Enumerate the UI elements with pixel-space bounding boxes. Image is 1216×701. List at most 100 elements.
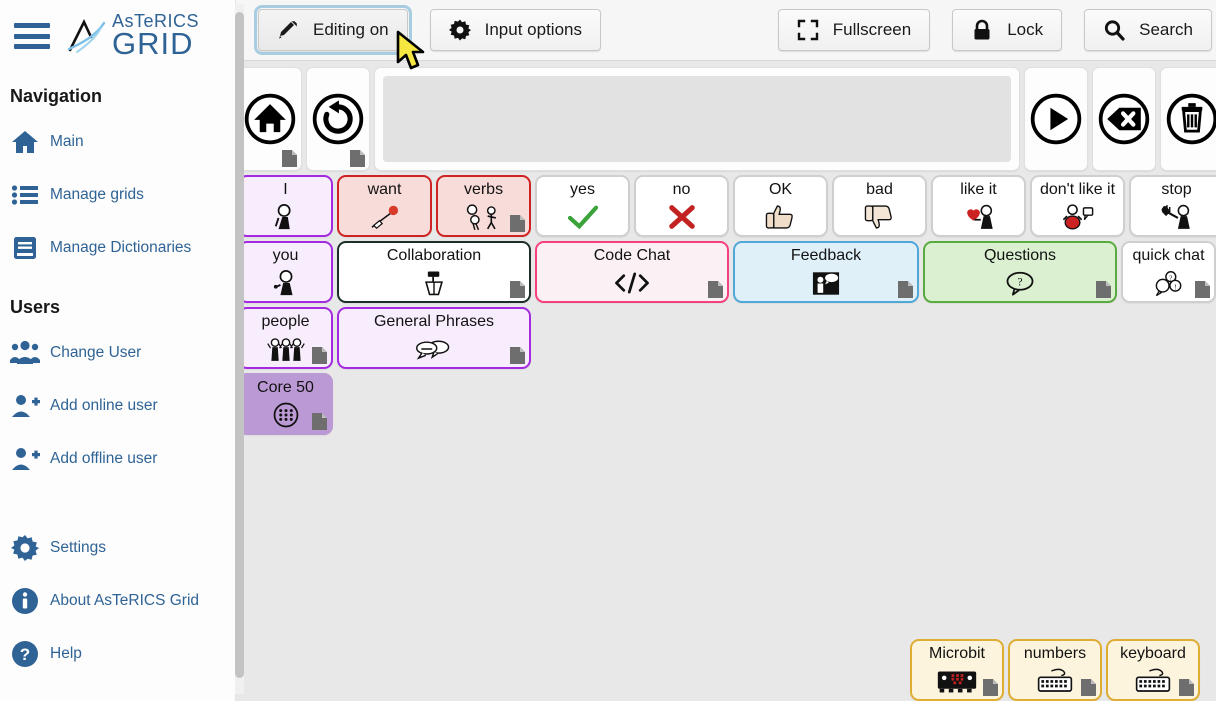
cell-label: OK bbox=[768, 181, 793, 198]
page-badge-icon bbox=[983, 679, 998, 696]
clear-button[interactable] bbox=[1160, 67, 1216, 171]
page-badge-icon bbox=[312, 347, 327, 364]
scrollbar-thumb[interactable] bbox=[235, 12, 244, 678]
dislike-person-icon bbox=[1032, 199, 1123, 235]
grid-cell-like-it[interactable]: like it bbox=[931, 175, 1026, 237]
collect-bar[interactable] bbox=[374, 67, 1020, 171]
sidebar-item-main[interactable]: Main bbox=[0, 121, 235, 163]
grid-cell-code-chat[interactable]: Code Chat bbox=[535, 241, 729, 303]
back-button[interactable] bbox=[306, 67, 370, 171]
cell-label: you bbox=[272, 247, 299, 264]
svg-text:?: ? bbox=[20, 645, 30, 664]
logo-line-2: GRID bbox=[112, 26, 194, 62]
collab-icon bbox=[339, 265, 529, 301]
lock-button[interactable]: Lock bbox=[952, 9, 1063, 51]
cross-icon bbox=[636, 199, 727, 235]
grid-cell-collaboration[interactable]: Collaboration bbox=[337, 241, 531, 303]
backspace-button[interactable] bbox=[1092, 67, 1156, 171]
grid-row-1: I want verbs bbox=[236, 175, 1216, 237]
sidebar-item-change-user[interactable]: Change User bbox=[0, 332, 235, 374]
gear-icon bbox=[448, 19, 471, 41]
grid-cell-dont-like-it[interactable]: don't like it bbox=[1030, 175, 1125, 237]
grid-row-3: people bbox=[236, 307, 1216, 369]
sidebar-header: AsTeRICS GRID bbox=[0, 0, 235, 62]
grid-cell-bad[interactable]: bad bbox=[832, 175, 927, 237]
page-badge-icon bbox=[1179, 679, 1194, 696]
want-icon bbox=[339, 199, 430, 235]
grid-control-row bbox=[236, 67, 1216, 171]
grid-row-4: Core 50 bbox=[236, 373, 1216, 435]
keyboard-icon bbox=[1108, 663, 1198, 699]
grid-cell-yes[interactable]: yes bbox=[535, 175, 630, 237]
search-button[interactable]: Search bbox=[1084, 9, 1212, 51]
page-badge-icon bbox=[312, 413, 327, 430]
fullscreen-label: Fullscreen bbox=[832, 20, 912, 39]
grid-cell-questions[interactable]: Questions ? bbox=[923, 241, 1117, 303]
cell-label: General Phrases bbox=[373, 313, 495, 330]
grid-cell-microbit[interactable]: Microbit bbox=[910, 639, 1004, 701]
sidebar-item-label: About AsTeRICS Grid bbox=[50, 592, 200, 609]
page-badge-icon bbox=[282, 150, 297, 167]
users-icon bbox=[10, 338, 40, 368]
grid-cell-verbs[interactable]: verbs bbox=[436, 175, 531, 237]
asterics-swoosh-icon bbox=[64, 16, 108, 56]
grid-cell-people[interactable]: people bbox=[238, 307, 333, 369]
grid-cell-quick-chat[interactable]: quick chat ? ! bbox=[1121, 241, 1216, 303]
sidebar-item-settings[interactable]: Settings bbox=[0, 527, 235, 569]
grid-cell-numbers[interactable]: numbers bbox=[1008, 639, 1102, 701]
cell-label: yes bbox=[570, 181, 595, 198]
top-toolbar: Editing on Input options bbox=[236, 0, 1216, 61]
grid-bottom-row: Microbit bbox=[236, 639, 1200, 701]
person-icon bbox=[240, 199, 331, 235]
sidebar-item-add-online-user[interactable]: Add online user bbox=[0, 385, 235, 427]
grid-cell-general-phrases[interactable]: General Phrases bbox=[337, 307, 531, 369]
sidebar-item-add-offline-user[interactable]: Add offline user bbox=[0, 438, 235, 480]
sidebar-scrollbar[interactable] bbox=[235, 4, 244, 694]
sidebar-item-about[interactable]: About AsTeRICS Grid bbox=[0, 580, 235, 622]
microbit-icon bbox=[912, 663, 1002, 699]
collect-bar-content bbox=[383, 76, 1011, 162]
sidebar-item-label: Manage grids bbox=[50, 186, 144, 203]
cell-label: numbers bbox=[1023, 645, 1087, 662]
speak-button[interactable] bbox=[1024, 67, 1088, 171]
logo-line-1: AsTeRICS bbox=[112, 11, 200, 32]
cell-label: Code Chat bbox=[593, 247, 671, 264]
app-logo: AsTeRICS GRID bbox=[64, 11, 200, 62]
sidebar: AsTeRICS GRID Navigation Main Manage gri… bbox=[0, 0, 244, 701]
sidebar-item-manage-dictionaries[interactable]: Manage Dictionaries bbox=[0, 227, 235, 269]
grid-cell-stop[interactable]: stop bbox=[1129, 175, 1216, 237]
home-button[interactable] bbox=[238, 67, 302, 171]
grid-cell-ok[interactable]: OK bbox=[733, 175, 828, 237]
grid-cell-want[interactable]: want bbox=[337, 175, 432, 237]
grid-cell-keyboard[interactable]: keyboard bbox=[1106, 639, 1200, 701]
sidebar-spacer bbox=[0, 491, 235, 527]
page-badge-icon bbox=[1096, 281, 1111, 298]
input-options-button[interactable]: Input options bbox=[429, 9, 601, 51]
quickchat-icon: ? ! bbox=[1123, 265, 1214, 301]
svg-text:?: ? bbox=[1169, 274, 1172, 282]
person-you-icon bbox=[240, 265, 331, 301]
sidebar-item-label: Settings bbox=[50, 539, 107, 556]
sidebar-item-label: Help bbox=[50, 645, 82, 662]
grid-cell-no[interactable]: no bbox=[634, 175, 729, 237]
sidebar-section-navigation-title: Navigation bbox=[10, 86, 103, 106]
sidebar-section-users-title: Users bbox=[10, 297, 61, 317]
page-badge-icon bbox=[1195, 281, 1210, 298]
grid-cell-you[interactable]: you bbox=[238, 241, 333, 303]
sidebar-item-manage-grids[interactable]: Manage grids bbox=[0, 174, 235, 216]
hamburger-icon[interactable] bbox=[14, 23, 50, 49]
editing-on-button[interactable]: Editing on bbox=[254, 5, 412, 55]
fullscreen-button[interactable]: Fullscreen bbox=[777, 9, 931, 51]
code-icon bbox=[537, 265, 727, 301]
sidebar-item-label: Add online user bbox=[50, 397, 158, 414]
page-badge-icon bbox=[1081, 679, 1096, 696]
cell-label: people bbox=[261, 313, 310, 330]
phrases-icon bbox=[339, 331, 529, 367]
grid-cell-core-50[interactable]: Core 50 bbox=[238, 373, 333, 435]
book-icon bbox=[10, 233, 40, 263]
sidebar-item-help[interactable]: ? Help bbox=[0, 633, 235, 675]
grid-cell-i[interactable]: I bbox=[238, 175, 333, 237]
user-plus-icon bbox=[10, 444, 40, 474]
cell-label: verbs bbox=[463, 181, 504, 198]
grid-cell-feedback[interactable]: Feedback bbox=[733, 241, 919, 303]
